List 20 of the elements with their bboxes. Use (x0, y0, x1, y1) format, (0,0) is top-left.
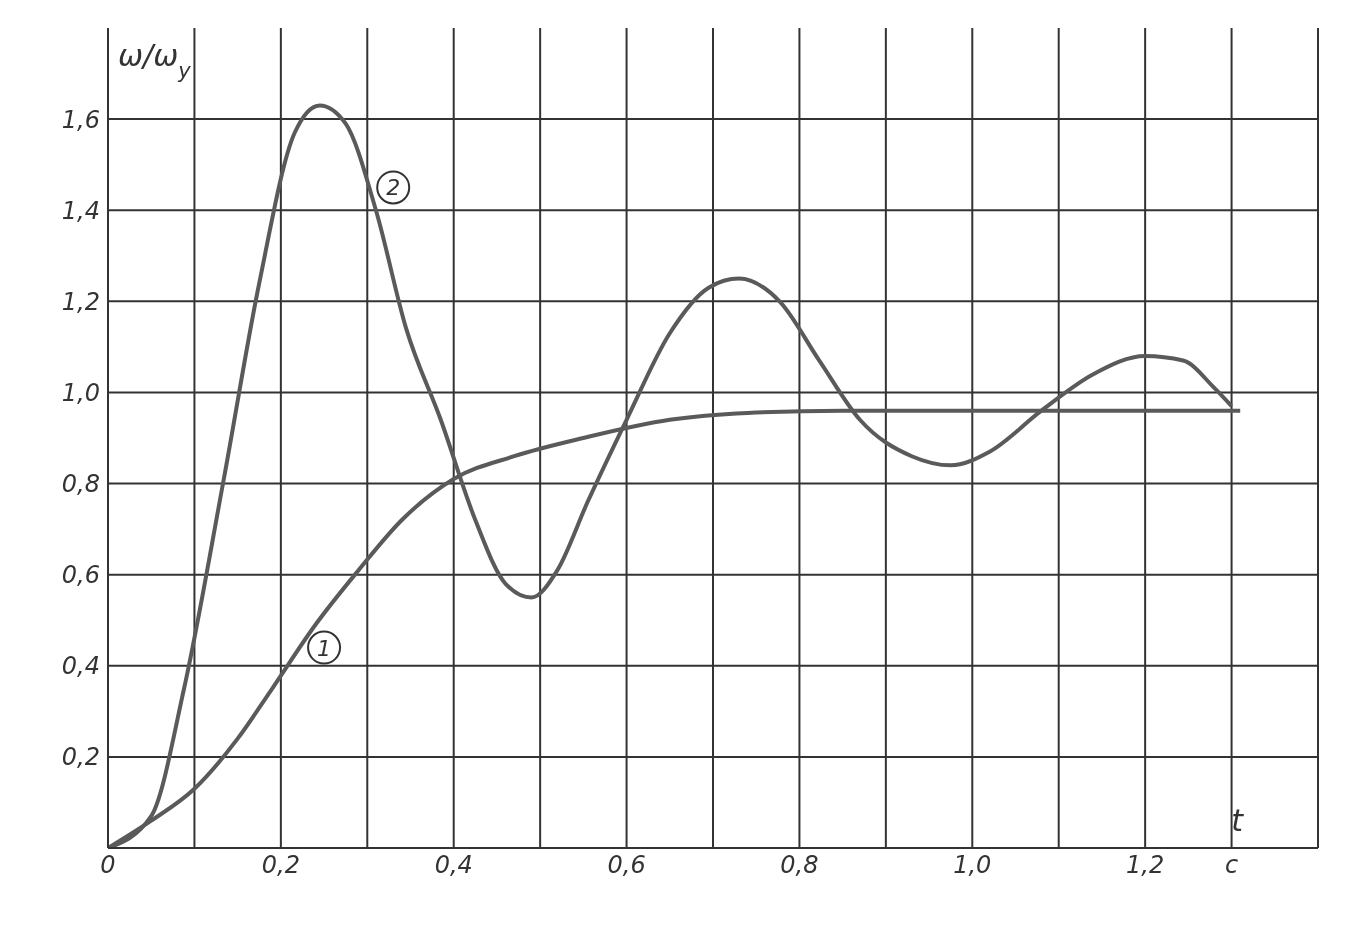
x-axis-title: t (1231, 803, 1243, 838)
y-tick-label: 1,6 (61, 105, 100, 134)
x-tick-label: 1,2 (1126, 851, 1165, 880)
y-tick-label: 1,2 (61, 287, 100, 316)
annotation: 2 (386, 175, 401, 201)
x-tick-label: 1,0 (953, 851, 992, 880)
y-tick-label: 1,4 (61, 196, 100, 225)
y-tick-label: 0,8 (61, 470, 100, 499)
annotation: 1 (317, 635, 332, 661)
y-tick-label: 0,6 (61, 561, 100, 590)
y-axis-title: ω/ω$_{y}$ (118, 38, 192, 83)
x-tick-label: c (1224, 851, 1239, 880)
y-tick-label: 0,2 (61, 743, 100, 772)
x-tick-label: 0 (100, 851, 116, 880)
x-tick-label: 0,2 (261, 851, 300, 880)
x-tick-label: 0,6 (607, 851, 646, 880)
y-tick-label: 1,0 (61, 378, 100, 407)
x-tick-label: 0,8 (780, 851, 819, 880)
x-tick-label: 0,4 (434, 851, 473, 880)
y-tick-label: 0,4 (61, 652, 100, 681)
